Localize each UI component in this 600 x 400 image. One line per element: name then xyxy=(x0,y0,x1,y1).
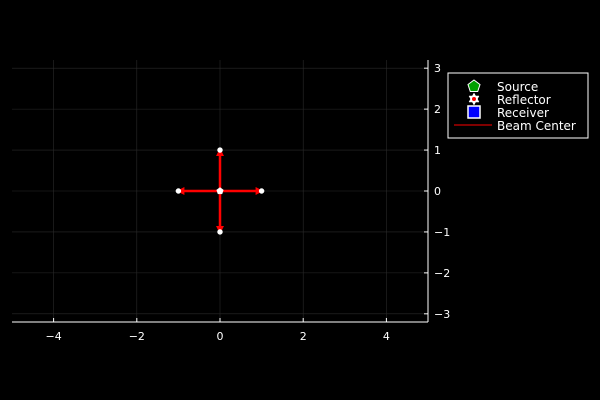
y-tick-label: 1 xyxy=(434,144,441,157)
reflector-marker xyxy=(217,229,223,235)
x-tick-label: 4 xyxy=(383,330,390,343)
legend-reflector-marker-center xyxy=(472,97,476,101)
y-tick-label: 0 xyxy=(434,185,441,198)
axes: −4 −2 0 2 4 −3 −2 −1 0 1 2 3 xyxy=(12,60,450,343)
y-tick-label: 2 xyxy=(434,103,441,116)
reflector-marker xyxy=(175,188,182,194)
x-tick-label: 2 xyxy=(300,330,307,343)
y-tick-label: −1 xyxy=(434,226,450,239)
legend-receiver-label: Receiver xyxy=(497,106,549,120)
y-tick-label: 3 xyxy=(434,62,441,75)
legend-source-label: Source xyxy=(497,80,538,94)
y-tick-label: −2 xyxy=(434,267,450,280)
plot-marks xyxy=(175,147,265,235)
reflector-marker xyxy=(258,188,265,194)
y-tick-label: −3 xyxy=(434,308,450,321)
x-tick-label: −4 xyxy=(45,330,61,343)
x-tick-label: −2 xyxy=(129,330,145,343)
legend-reflector-label: Reflector xyxy=(497,93,551,107)
legend: Source Reflector Receiver Beam Center xyxy=(447,72,589,139)
x-tick-label: 0 xyxy=(217,330,224,343)
reflector-marker xyxy=(217,147,223,153)
legend-receiver-marker xyxy=(467,105,481,119)
legend-source-marker xyxy=(467,79,481,92)
source-marker xyxy=(216,187,224,195)
legend-beam-center-label: Beam Center xyxy=(497,119,576,133)
